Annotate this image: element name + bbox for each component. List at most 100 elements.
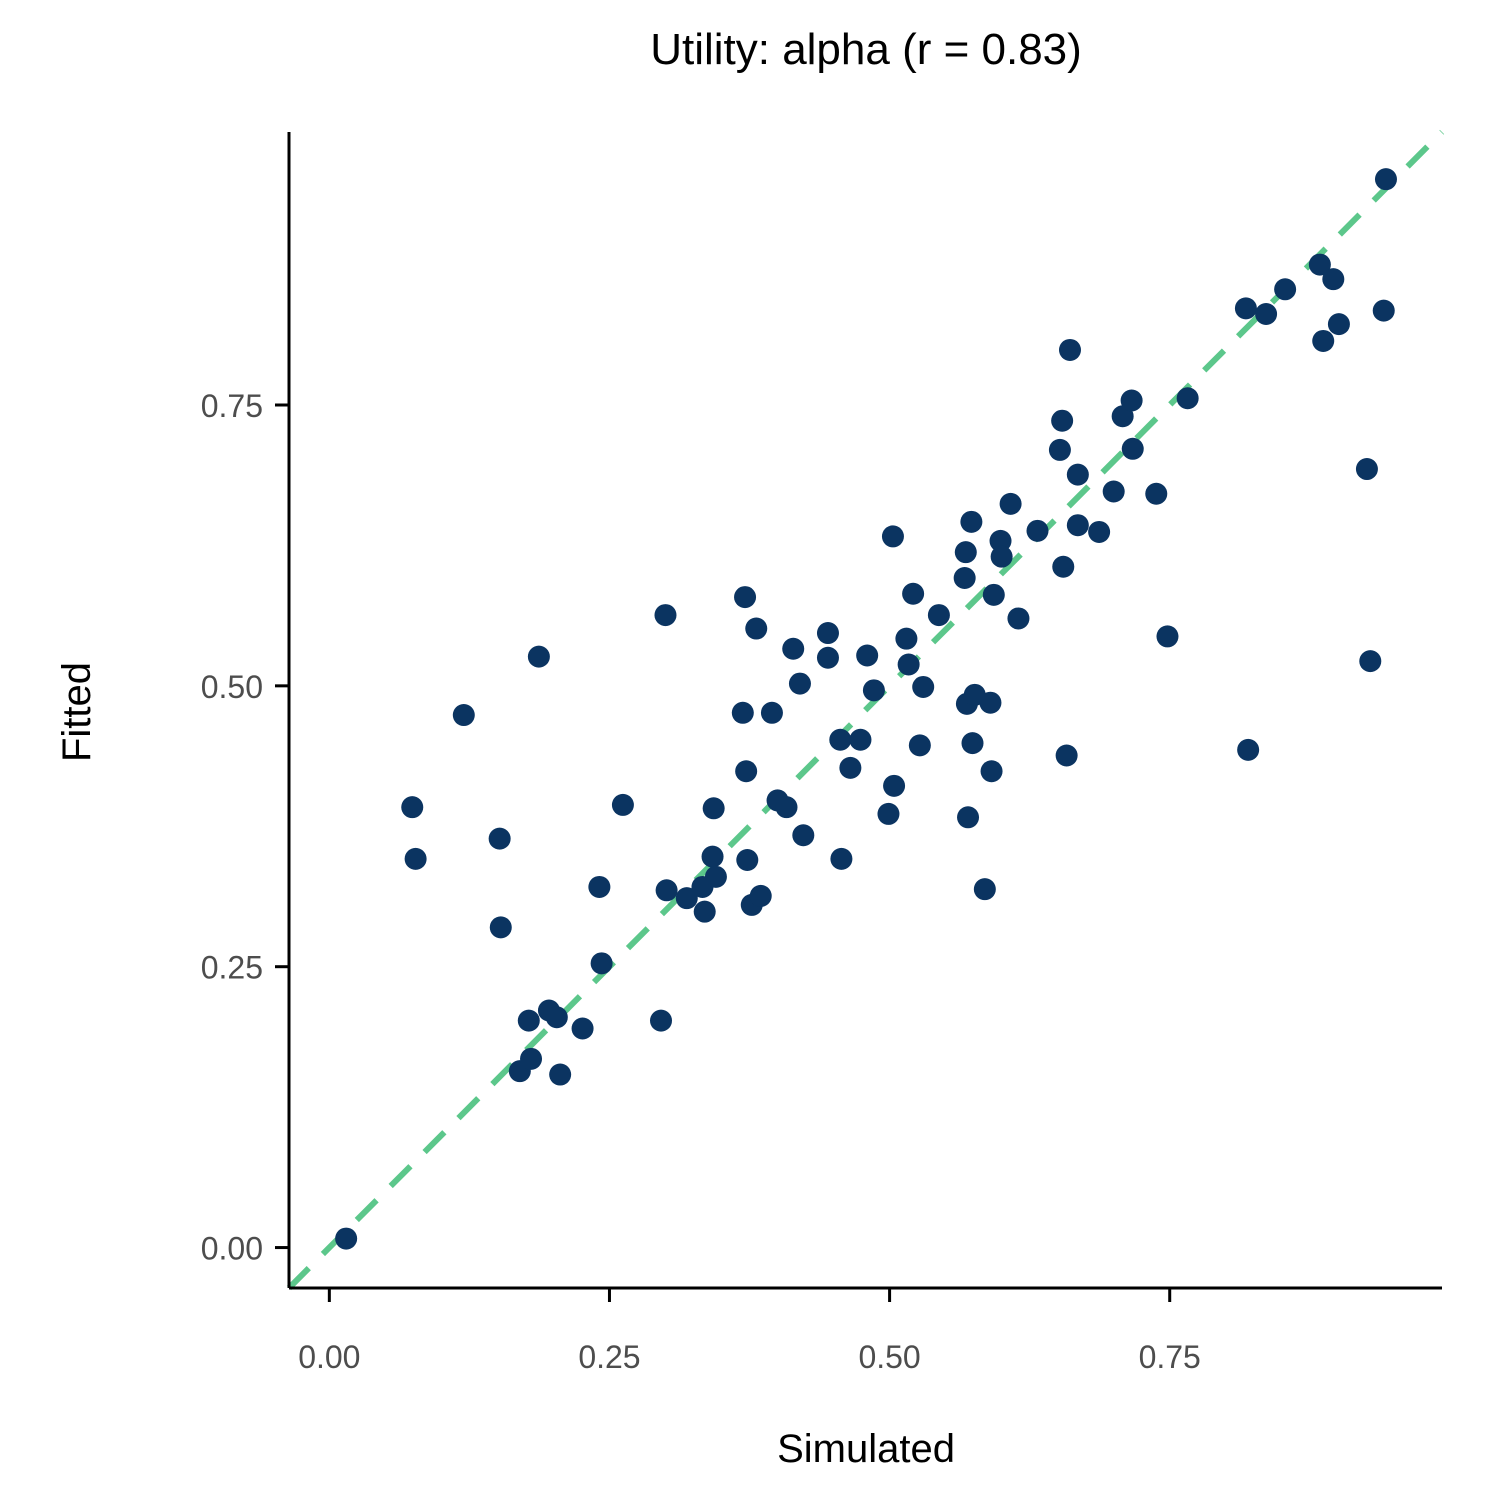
x-axis-title: Simulated xyxy=(777,1427,955,1471)
data-point xyxy=(704,865,727,888)
data-point xyxy=(1088,520,1111,543)
data-point xyxy=(897,653,920,676)
data-point xyxy=(862,679,885,702)
data-point xyxy=(549,1063,572,1086)
data-point xyxy=(990,545,1013,568)
data-point xyxy=(489,916,512,939)
data-point xyxy=(1374,168,1397,191)
data-point xyxy=(654,604,677,627)
data-point xyxy=(1322,268,1345,291)
data-point xyxy=(816,646,839,669)
data-point xyxy=(517,1009,540,1032)
data-point xyxy=(735,760,758,783)
data-point xyxy=(655,879,678,902)
x-tick-label: 0.25 xyxy=(578,1339,640,1375)
data-point xyxy=(927,604,950,627)
data-point xyxy=(883,774,906,797)
data-point xyxy=(1274,278,1297,301)
data-point xyxy=(702,797,725,820)
data-point xyxy=(749,884,772,907)
data-point xyxy=(1058,338,1081,361)
data-point xyxy=(1255,302,1278,325)
data-point xyxy=(839,756,862,779)
data-point xyxy=(1055,744,1078,767)
y-tick-label: 0.25 xyxy=(201,950,263,986)
data-point xyxy=(545,1006,568,1029)
data-point xyxy=(734,586,757,609)
chart-title: Utility: alpha (r = 0.83) xyxy=(650,25,1082,74)
data-point xyxy=(1145,482,1168,505)
data-point xyxy=(1359,650,1382,673)
data-point xyxy=(1052,555,1075,578)
data-point xyxy=(1156,625,1179,648)
data-point xyxy=(1234,297,1257,320)
y-axis-ticks: 0.00 0.25 0.50 0.75 xyxy=(201,388,289,1267)
data-point xyxy=(452,704,475,727)
data-point xyxy=(1026,519,1049,542)
data-point xyxy=(782,637,805,660)
data-point xyxy=(980,760,1003,783)
data-point xyxy=(895,627,918,650)
data-point xyxy=(973,878,996,901)
y-tick-label: 0.50 xyxy=(201,669,263,705)
data-point xyxy=(954,541,977,564)
data-point xyxy=(488,827,511,850)
data-point xyxy=(979,691,1002,714)
data-point xyxy=(527,645,550,668)
reference-line xyxy=(286,129,1445,1291)
data-point xyxy=(788,672,811,695)
data-point xyxy=(401,796,424,819)
data-point xyxy=(404,847,427,870)
data-point xyxy=(816,622,839,645)
data-point xyxy=(1048,438,1071,461)
data-point xyxy=(650,1009,673,1032)
data-point xyxy=(989,529,1012,552)
data-point xyxy=(335,1227,358,1250)
data-point xyxy=(1176,387,1199,410)
data-point xyxy=(1102,480,1125,503)
x-tick-label: 0.00 xyxy=(298,1339,360,1375)
data-point xyxy=(957,806,980,829)
data-point xyxy=(829,728,852,751)
data-point xyxy=(588,875,611,898)
data-point xyxy=(736,848,759,871)
data-point xyxy=(849,728,872,751)
data-point xyxy=(520,1047,543,1070)
data-point xyxy=(590,952,613,975)
data-point xyxy=(953,566,976,589)
data-point xyxy=(961,732,984,755)
data-point xyxy=(693,900,716,923)
data-point xyxy=(1327,313,1350,336)
data-point xyxy=(1308,253,1331,276)
data-point xyxy=(1007,607,1030,630)
y-axis-title: Fitted xyxy=(55,662,99,762)
data-point xyxy=(881,525,904,548)
data-point xyxy=(1312,329,1335,352)
data-point xyxy=(1066,463,1089,486)
data-point xyxy=(675,887,698,910)
data-point xyxy=(611,793,634,816)
data-point xyxy=(908,734,931,757)
data-point xyxy=(1066,514,1089,537)
data-point xyxy=(1051,409,1074,432)
points-layer xyxy=(335,168,1397,1250)
data-point xyxy=(792,824,815,847)
data-point xyxy=(902,582,925,605)
data-point xyxy=(571,1017,594,1040)
data-point xyxy=(960,510,983,533)
data-point xyxy=(1372,299,1395,322)
x-axis-ticks: 0.00 0.25 0.50 0.75 xyxy=(298,1288,1201,1375)
data-point xyxy=(1120,389,1143,412)
data-point xyxy=(856,644,879,667)
data-point xyxy=(1121,437,1144,460)
data-point xyxy=(999,492,1022,515)
data-point xyxy=(1355,458,1378,481)
data-point xyxy=(877,802,900,825)
data-point xyxy=(745,617,768,640)
data-point xyxy=(701,845,724,868)
data-point xyxy=(775,796,798,819)
x-tick-label: 0.50 xyxy=(858,1339,920,1375)
data-point xyxy=(912,675,935,698)
